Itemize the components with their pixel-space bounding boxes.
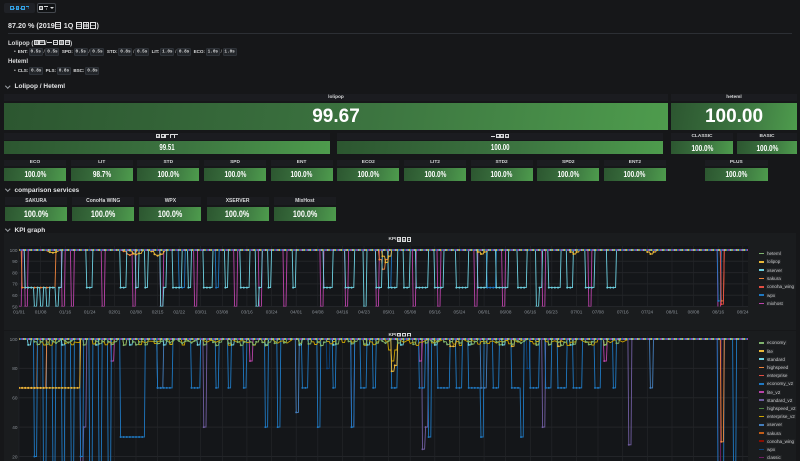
svg-text:80: 80 [12, 366, 18, 371]
svg-text:05/16: 05/16 [429, 310, 441, 315]
svg-text:07/16: 07/16 [617, 310, 629, 315]
svg-text:05/24: 05/24 [454, 310, 466, 315]
svg-text:03/08: 03/08 [216, 310, 228, 315]
svg-text:04/08: 04/08 [312, 310, 324, 315]
svg-text:01/08: 01/08 [35, 310, 47, 315]
svg-text:80: 80 [12, 270, 18, 275]
svg-text:01/24: 01/24 [84, 310, 96, 315]
svg-text:06/01: 06/01 [478, 310, 490, 315]
svg-text:60: 60 [12, 396, 18, 401]
svg-text:05/08: 05/08 [404, 310, 416, 315]
svg-text:20: 20 [12, 454, 18, 459]
svg-text:07/08: 07/08 [592, 310, 604, 315]
svg-text:06/16: 06/16 [524, 310, 536, 315]
svg-text:100: 100 [10, 248, 18, 253]
svg-text:100: 100 [10, 337, 18, 342]
svg-text:08/01: 08/01 [666, 310, 678, 315]
svg-text:03/01: 03/01 [195, 310, 207, 315]
svg-text:05/01: 05/01 [383, 310, 395, 315]
svg-text:60: 60 [12, 293, 18, 298]
svg-text:01/01: 01/01 [13, 310, 25, 315]
svg-text:07/01: 07/01 [571, 310, 583, 315]
svg-text:07/24: 07/24 [641, 310, 653, 315]
svg-text:50: 50 [12, 304, 18, 309]
svg-text:08/08: 08/08 [688, 310, 700, 315]
svg-text:03/24: 03/24 [266, 310, 278, 315]
svg-text:06/08: 06/08 [500, 310, 512, 315]
svg-text:02/08: 02/08 [130, 310, 142, 315]
svg-text:04/01: 04/01 [290, 310, 302, 315]
svg-text:02/15: 02/15 [152, 310, 164, 315]
svg-text:04/23: 04/23 [358, 310, 370, 315]
svg-text:04/16: 04/16 [337, 310, 349, 315]
svg-text:02/22: 02/22 [173, 310, 185, 315]
svg-text:06/23: 06/23 [546, 310, 558, 315]
svg-text:40: 40 [12, 425, 18, 430]
svg-text:70: 70 [12, 282, 18, 287]
svg-text:08/24: 08/24 [737, 310, 749, 315]
svg-text:08/16: 08/16 [712, 310, 724, 315]
svg-text:02/01: 02/01 [109, 310, 121, 315]
svg-text:03/16: 03/16 [241, 310, 253, 315]
svg-text:01/16: 01/16 [59, 310, 71, 315]
svg-text:90: 90 [12, 259, 18, 264]
